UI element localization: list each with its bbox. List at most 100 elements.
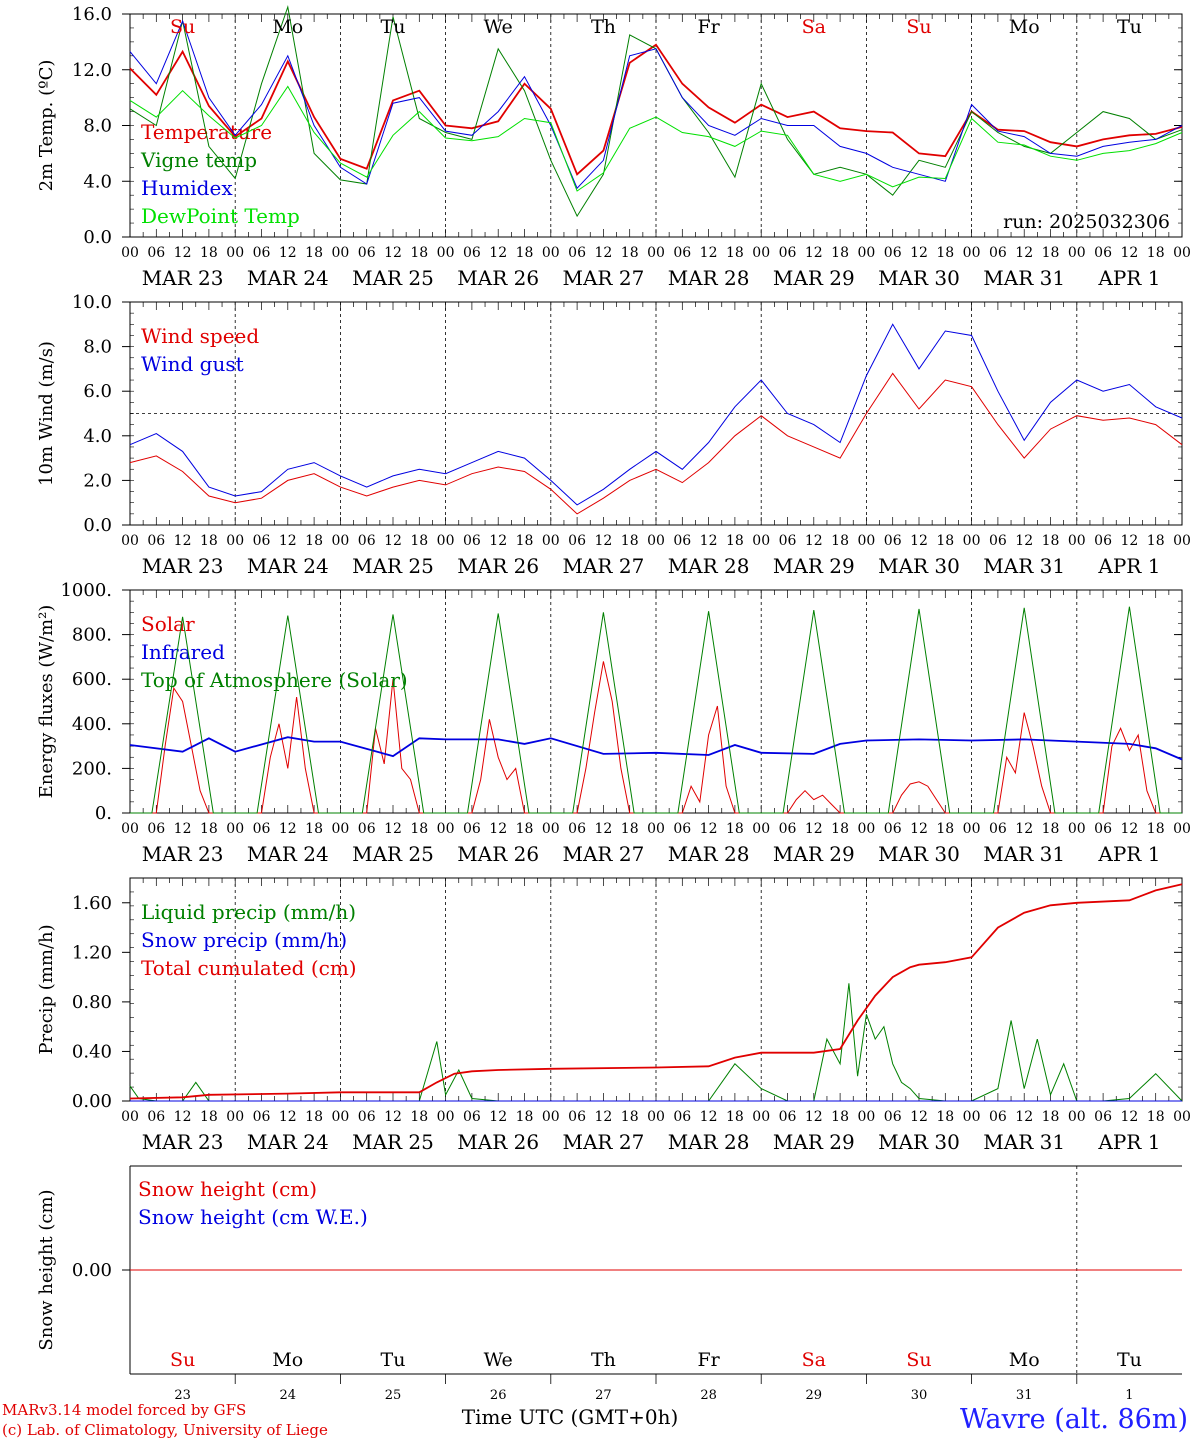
hour-tick-label: 18 [726, 533, 744, 549]
series-line-wind-gust [129, 323, 1183, 506]
hour-tick-label: 00 [1173, 821, 1191, 837]
hour-tick-label: 06 [147, 533, 165, 549]
hour-tick-label: 18 [305, 821, 323, 837]
date-number: 1 [1125, 1388, 1133, 1403]
date-label: APR 1 [1097, 1130, 1160, 1154]
hour-tick-label: 06 [989, 533, 1007, 549]
hour-tick-label: 18 [200, 821, 218, 837]
hour-tick-label: 18 [305, 1109, 323, 1125]
hour-tick-label: 06 [463, 245, 481, 261]
run-annotation: run: 2025032306 [1003, 211, 1170, 233]
hour-tick-label: 12 [384, 533, 402, 549]
hour-tick-label: 18 [936, 533, 954, 549]
hour-tick-label: 18 [726, 245, 744, 261]
hour-tick-label: 12 [174, 245, 192, 261]
hour-tick-label: 06 [779, 1109, 797, 1125]
date-label: MAR 27 [563, 1130, 645, 1154]
hour-tick-label: 00 [752, 1109, 770, 1125]
hour-tick-label: 18 [516, 821, 534, 837]
weekday-label: Su [170, 1349, 195, 1371]
y-axis-label: 2m Temp. (ºC) [36, 60, 57, 192]
hour-tick-label: 06 [253, 533, 271, 549]
hour-tick-label: 12 [594, 1109, 612, 1125]
time-axis-label: Time UTC (GMT+0h) [462, 1405, 679, 1429]
hour-tick-label: 12 [174, 1109, 192, 1125]
y-tick-label: 0.40 [72, 1041, 112, 1062]
hour-tick-label: 12 [1120, 821, 1138, 837]
date-label: MAR 26 [457, 554, 539, 578]
series-line-wind-speed [129, 372, 1183, 515]
hour-tick-label: 12 [174, 821, 192, 837]
hour-tick-label: 12 [805, 821, 823, 837]
hour-tick-label: 00 [647, 533, 665, 549]
date-label: MAR 26 [457, 266, 539, 290]
hour-tick-label: 00 [331, 1109, 349, 1125]
hour-tick-label: 00 [121, 533, 139, 549]
hour-tick-label: 06 [358, 533, 376, 549]
hour-tick-label: 00 [857, 821, 875, 837]
legend-entry: Snow precip (mm/h) [141, 928, 347, 952]
date-number: 27 [595, 1388, 612, 1403]
y-tick-label: 1.60 [72, 893, 112, 914]
date-label: APR 1 [1097, 554, 1160, 578]
hour-tick-label: 00 [437, 821, 455, 837]
date-number: 30 [911, 1388, 928, 1403]
date-label: MAR 29 [773, 1130, 855, 1154]
date-label: MAR 24 [247, 554, 329, 578]
hour-tick-label: 00 [963, 1109, 981, 1125]
date-label: MAR 29 [773, 842, 855, 866]
hour-tick-label: 18 [1147, 245, 1165, 261]
hour-tick-label: 12 [910, 533, 928, 549]
hour-tick-label: 18 [410, 533, 428, 549]
hour-tick-label: 12 [1120, 533, 1138, 549]
date-number: 23 [174, 1388, 191, 1403]
y-tick-label: 200. [72, 758, 112, 779]
weekday-label: Su [906, 16, 931, 38]
hour-tick-label: 12 [279, 1109, 297, 1125]
hour-tick-label: 00 [121, 245, 139, 261]
hour-tick-label: 06 [253, 821, 271, 837]
date-label: MAR 23 [142, 1130, 224, 1154]
weekday-label: Th [591, 16, 616, 38]
weekday-label: Sa [802, 1349, 826, 1371]
hour-tick-label: 18 [516, 245, 534, 261]
hour-tick-label: 00 [437, 1109, 455, 1125]
hour-tick-label: 18 [936, 1109, 954, 1125]
hour-tick-label: 18 [410, 1109, 428, 1125]
hour-tick-label: 12 [1015, 245, 1033, 261]
hour-tick-label: 00 [963, 533, 981, 549]
hour-tick-label: 18 [1042, 1109, 1060, 1125]
legend-entry: Liquid precip (mm/h) [141, 900, 356, 924]
weekday-label: Tu [1117, 16, 1142, 38]
date-number: 24 [280, 1388, 297, 1403]
hour-tick-label: 06 [463, 1109, 481, 1125]
panel-4: 00 06 12 18 00 06 12 18 00 06 12 18 00 06 12 18 00 06 12 18… [36, 877, 1191, 1154]
hour-tick-label: 00 [752, 533, 770, 549]
date-label: MAR 27 [563, 842, 645, 866]
legend-entry: Infrared [141, 640, 225, 664]
date-label: MAR 30 [878, 842, 960, 866]
hour-tick-label: 12 [700, 533, 718, 549]
date-label: MAR 25 [352, 554, 434, 578]
date-number: 28 [700, 1388, 717, 1403]
hour-tick-label: 06 [147, 821, 165, 837]
hour-tick-label: 18 [516, 533, 534, 549]
weekday-label: Mo [272, 1349, 303, 1371]
hour-tick-label: 06 [779, 245, 797, 261]
y-axis-label: Precip (mm/h) [36, 924, 57, 1054]
hour-tick-label: 12 [174, 533, 192, 549]
y-tick-label: 6.0 [83, 381, 112, 402]
hour-tick-label: 12 [700, 821, 718, 837]
y-tick-label: 8.0 [83, 337, 112, 358]
hour-tick-label: 12 [594, 821, 612, 837]
y-tick-label: 0.0 [83, 227, 112, 248]
hour-tick-label: 00 [542, 533, 560, 549]
legend-entry: Wind speed [141, 324, 259, 348]
weekday-label: Su [906, 1349, 931, 1371]
hour-tick-label: 18 [831, 245, 849, 261]
date-label: MAR 24 [247, 842, 329, 866]
hour-tick-label: 18 [726, 1109, 744, 1125]
hour-tick-label: 00 [857, 533, 875, 549]
weekday-label: Tu [381, 16, 406, 38]
hour-tick-label: 06 [989, 245, 1007, 261]
